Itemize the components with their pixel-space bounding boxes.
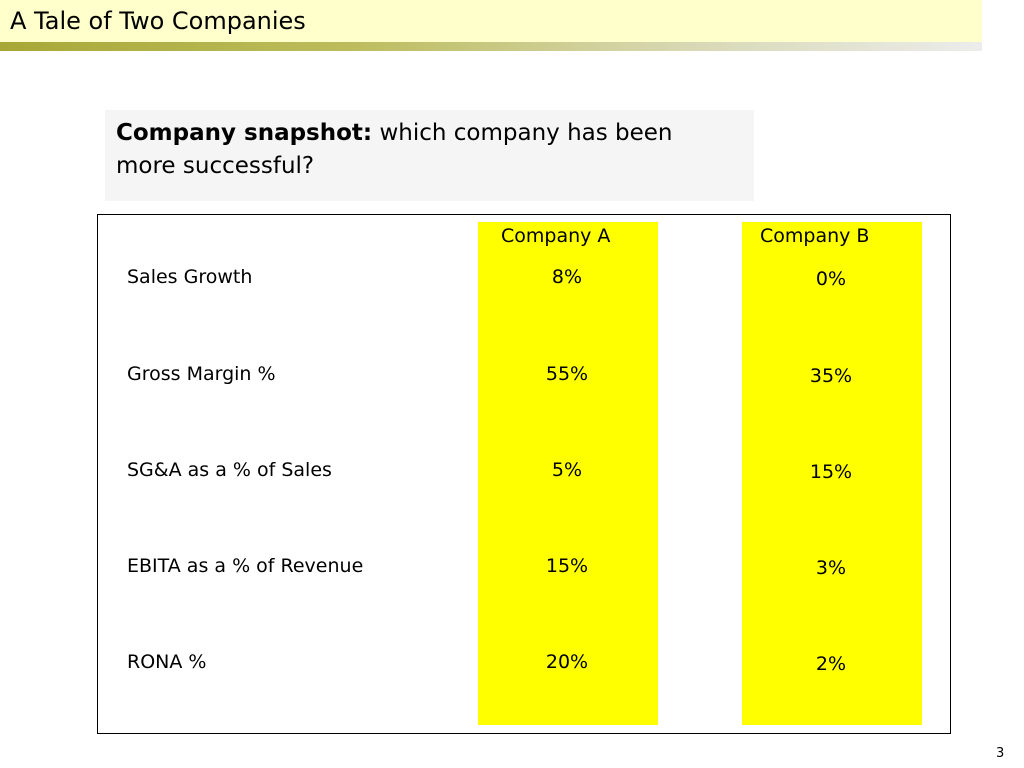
company-b-header: Company B [760, 225, 870, 247]
snapshot-box: Company snapshot: which company has been… [105, 110, 754, 201]
cell-company-b-sga: 15% [809, 461, 853, 483]
company-b-column [742, 222, 922, 725]
snapshot-label: Company snapshot: [116, 120, 373, 146]
page-title: A Tale of Two Companies [10, 7, 306, 35]
company-a-header: Company A [501, 225, 611, 247]
cell-company-b-gross-margin: 35% [809, 365, 853, 387]
cell-company-a-gross-margin: 55% [545, 363, 589, 385]
title-underline [0, 42, 982, 51]
cell-company-a-sga: 5% [551, 459, 583, 481]
cell-company-b-rona: 2% [815, 653, 847, 675]
snapshot-text-line1: which company has been [379, 120, 673, 146]
row-label-sga: SG&A as a % of Sales [127, 459, 332, 481]
company-a-column [478, 222, 658, 725]
cell-company-a-sales-growth: 8% [551, 266, 583, 288]
row-label-ebita: EBITA as a % of Revenue [127, 555, 364, 577]
page-number: 3 [996, 746, 1005, 761]
comparison-table [97, 214, 951, 734]
snapshot-text-line2: more successful? [116, 153, 315, 179]
row-label-sales-growth: Sales Growth [127, 266, 253, 288]
title-bar: A Tale of Two Companies [0, 0, 982, 42]
cell-company-a-rona: 20% [545, 651, 589, 673]
row-label-rona: RONA % [127, 651, 207, 673]
row-label-gross-margin: Gross Margin % [127, 363, 276, 385]
cell-company-b-ebita: 3% [815, 557, 847, 579]
cell-company-b-sales-growth: 0% [815, 268, 847, 290]
cell-company-a-ebita: 15% [545, 555, 589, 577]
